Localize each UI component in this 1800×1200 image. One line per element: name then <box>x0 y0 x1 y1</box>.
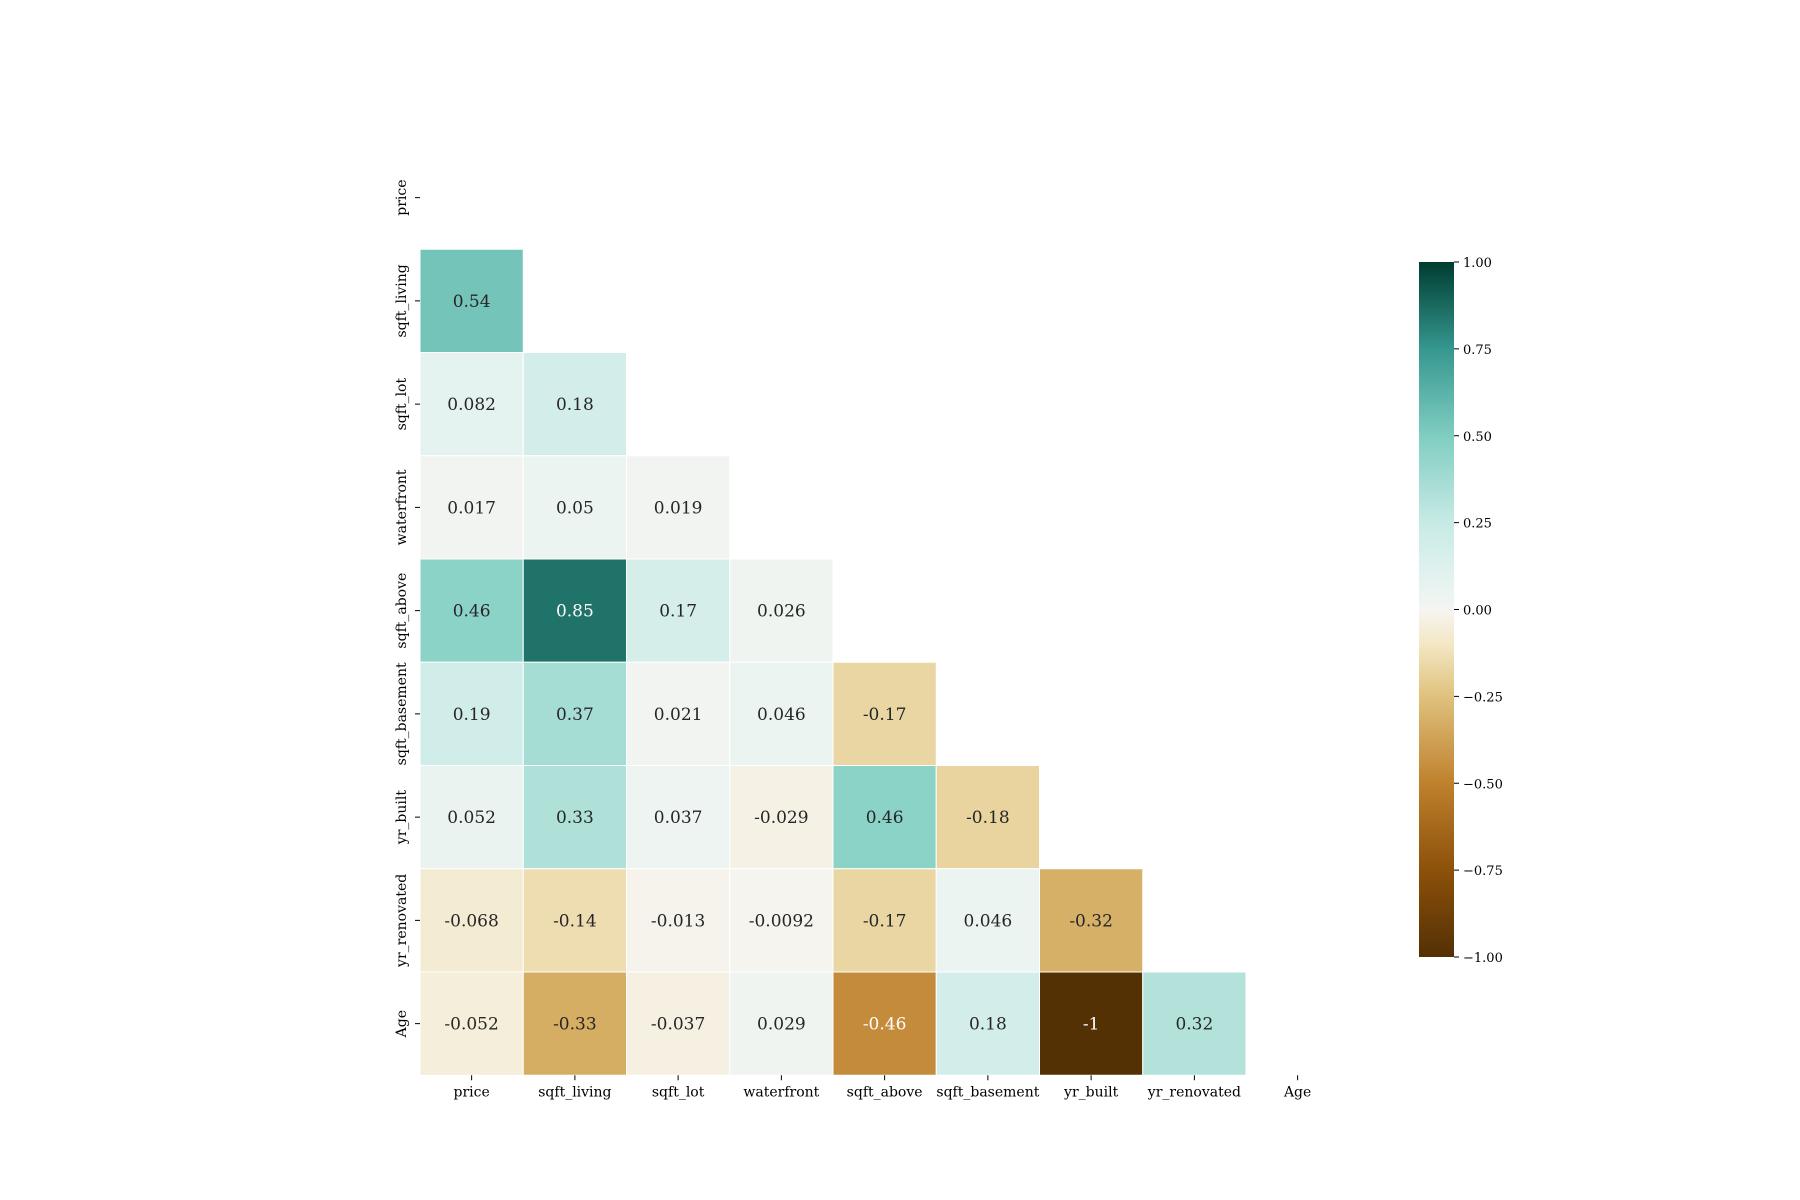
colorbar-tick-label: 0.75 <box>1463 343 1492 358</box>
heatmap-cell-sqft_above-sqft_living <box>522 558 627 663</box>
heatmap-cell-yr_built-waterfront <box>729 765 834 870</box>
heatmap-cell-yr_renovated-sqft_living <box>522 868 627 973</box>
heatmap-cell-Age-price <box>419 971 524 1076</box>
cell-value-label: -0.32 <box>1069 911 1113 931</box>
colorbar-tick-label: 1.00 <box>1463 256 1492 271</box>
x-tick-label-sqft_living: sqft_living <box>538 1084 611 1100</box>
y-tick-label-sqft_basement: sqft_basement <box>394 662 410 765</box>
heatmap-cell-yr_renovated-price <box>419 868 524 973</box>
cell-value-label: 0.052 <box>447 808 496 828</box>
y-tick-label-yr_built: yr_built <box>394 790 410 846</box>
x-axis-ticks: price sqft_living sqft_lot waterfront sqft_a… <box>453 1075 1311 1100</box>
cell-value-label: 0.19 <box>453 705 491 725</box>
y-tick-label-sqft_above: sqft_above <box>394 573 410 649</box>
cell-value-label: 0.037 <box>654 808 703 828</box>
cell-value-label: 0.026 <box>757 602 806 622</box>
cell-value-label: -1 <box>1083 1015 1100 1035</box>
cell-value-label: 0.021 <box>654 705 703 725</box>
x-tick-label-Age: Age <box>1283 1084 1311 1100</box>
cell-value-label: 0.017 <box>447 498 496 518</box>
y-tick-label-sqft_living: sqft_living <box>394 264 410 337</box>
cell-value-label: 0.019 <box>654 498 703 518</box>
cell-value-label: -0.18 <box>966 808 1010 828</box>
heatmap-cell-sqft_above-waterfront <box>729 558 834 663</box>
x-tick-label-sqft_above: sqft_above <box>847 1084 923 1100</box>
heatmap-cell-sqft_lot-sqft_living <box>522 352 627 457</box>
colorbar-tick-label: 0.50 <box>1463 430 1492 445</box>
y-tick-label-sqft_lot: sqft_lot <box>394 378 410 431</box>
cell-value-label: 0.46 <box>453 602 491 622</box>
colorbar-tick-label: 0.00 <box>1463 604 1492 619</box>
y-tick-label-Age: Age <box>394 1010 410 1038</box>
y-tick-label-waterfront: waterfront <box>394 469 410 545</box>
cell-value-label: 0.33 <box>556 808 594 828</box>
cell-value-label: -0.17 <box>863 911 907 931</box>
cell-value-label: -0.013 <box>651 911 705 931</box>
cell-value-label: 0.029 <box>757 1015 806 1035</box>
cell-value-label: 0.32 <box>1175 1015 1213 1035</box>
heatmap-cell-yr_renovated-waterfront <box>729 868 834 973</box>
cell-value-label: -0.029 <box>754 808 808 828</box>
cell-value-label: 0.046 <box>964 911 1013 931</box>
x-tick-label-yr_renovated: yr_renovated <box>1147 1084 1241 1100</box>
y-tick-label-price: price <box>394 179 410 215</box>
y-tick-label-yr_renovated: yr_renovated <box>394 874 410 968</box>
colorbar-gradient <box>1419 262 1454 957</box>
heatmap-cell-yr_built-sqft_basement <box>935 765 1040 870</box>
heatmap-cell-waterfront-sqft_lot <box>626 455 731 560</box>
heatmap-cell-yr_built-sqft_above <box>832 765 937 870</box>
cell-value-label: 0.54 <box>453 292 491 312</box>
heatmap-cell-sqft_basement-waterfront <box>729 661 834 766</box>
heatmap-cells: 0.54 0.082 0.18 0.017 0.05 0.019 0.46 0.85 0.17 0… <box>419 248 1247 1076</box>
cell-value-label: -0.17 <box>863 705 907 725</box>
heatmap-cell-Age-yr_renovated <box>1142 971 1247 1076</box>
cell-value-label: -0.052 <box>444 1015 498 1035</box>
x-tick-label-yr_built: yr_built <box>1063 1084 1119 1100</box>
heatmap-cell-yr_renovated-yr_built <box>1039 868 1144 973</box>
cell-value-label: 0.46 <box>866 808 904 828</box>
cell-value-label: 0.17 <box>659 602 697 622</box>
cell-value-label: -0.037 <box>651 1015 705 1035</box>
cell-value-label: -0.068 <box>444 911 498 931</box>
colorbar-tick-label: 0.25 <box>1463 517 1492 532</box>
x-tick-label-sqft_basement: sqft_basement <box>936 1084 1039 1100</box>
cell-value-label: -0.0092 <box>749 911 814 931</box>
x-tick-label-waterfront: waterfront <box>743 1084 819 1100</box>
cell-value-label: -0.33 <box>553 1015 597 1035</box>
x-tick-label-price: price <box>453 1084 489 1100</box>
colorbar-tick-label: −0.75 <box>1463 864 1503 879</box>
cell-value-label: -0.46 <box>863 1015 907 1035</box>
cell-value-label: 0.05 <box>556 498 594 518</box>
x-tick-label-sqft_lot: sqft_lot <box>652 1084 705 1100</box>
cell-value-label: 0.37 <box>556 705 594 725</box>
heatmap-cell-Age-sqft_lot <box>626 971 731 1076</box>
heatmap-cell-waterfront-sqft_living <box>522 455 627 560</box>
cell-value-label: 0.046 <box>757 705 806 725</box>
heatmap-cell-sqft_lot-price <box>419 352 524 457</box>
cell-value-label: 0.18 <box>969 1015 1007 1035</box>
cell-value-label: 0.85 <box>556 602 594 622</box>
heatmap-cell-yr_built-sqft_living <box>522 765 627 870</box>
heatmap-cell-yr_renovated-sqft_basement <box>935 868 1040 973</box>
heatmap-cell-sqft_basement-sqft_lot <box>626 661 731 766</box>
cell-value-label: -0.14 <box>553 911 597 931</box>
colorbar: 1.00 0.75 0.50 0.25 0.00 −0.25 −0.50 −0.75 −1.00 <box>1419 256 1503 966</box>
heatmap-cell-sqft_basement-sqft_above <box>832 661 937 766</box>
heatmap-cell-yr_built-sqft_lot <box>626 765 731 870</box>
cell-value-label: 0.082 <box>447 395 496 415</box>
y-axis-ticks: price sqft_living sqft_lot waterfront sqft_a… <box>394 179 420 1038</box>
colorbar-tick-label: −1.00 <box>1463 951 1503 966</box>
heatmap-cell-Age-yr_built <box>1039 971 1144 1076</box>
heatmap-cell-waterfront-price <box>419 455 524 560</box>
colorbar-tick-label: −0.25 <box>1463 690 1503 705</box>
heatmap-cell-sqft_living-price <box>419 248 524 353</box>
colorbar-tick-label: −0.50 <box>1463 777 1503 792</box>
heatmap-cell-sqft_basement-sqft_living <box>522 661 627 766</box>
cell-value-label: 0.18 <box>556 395 594 415</box>
